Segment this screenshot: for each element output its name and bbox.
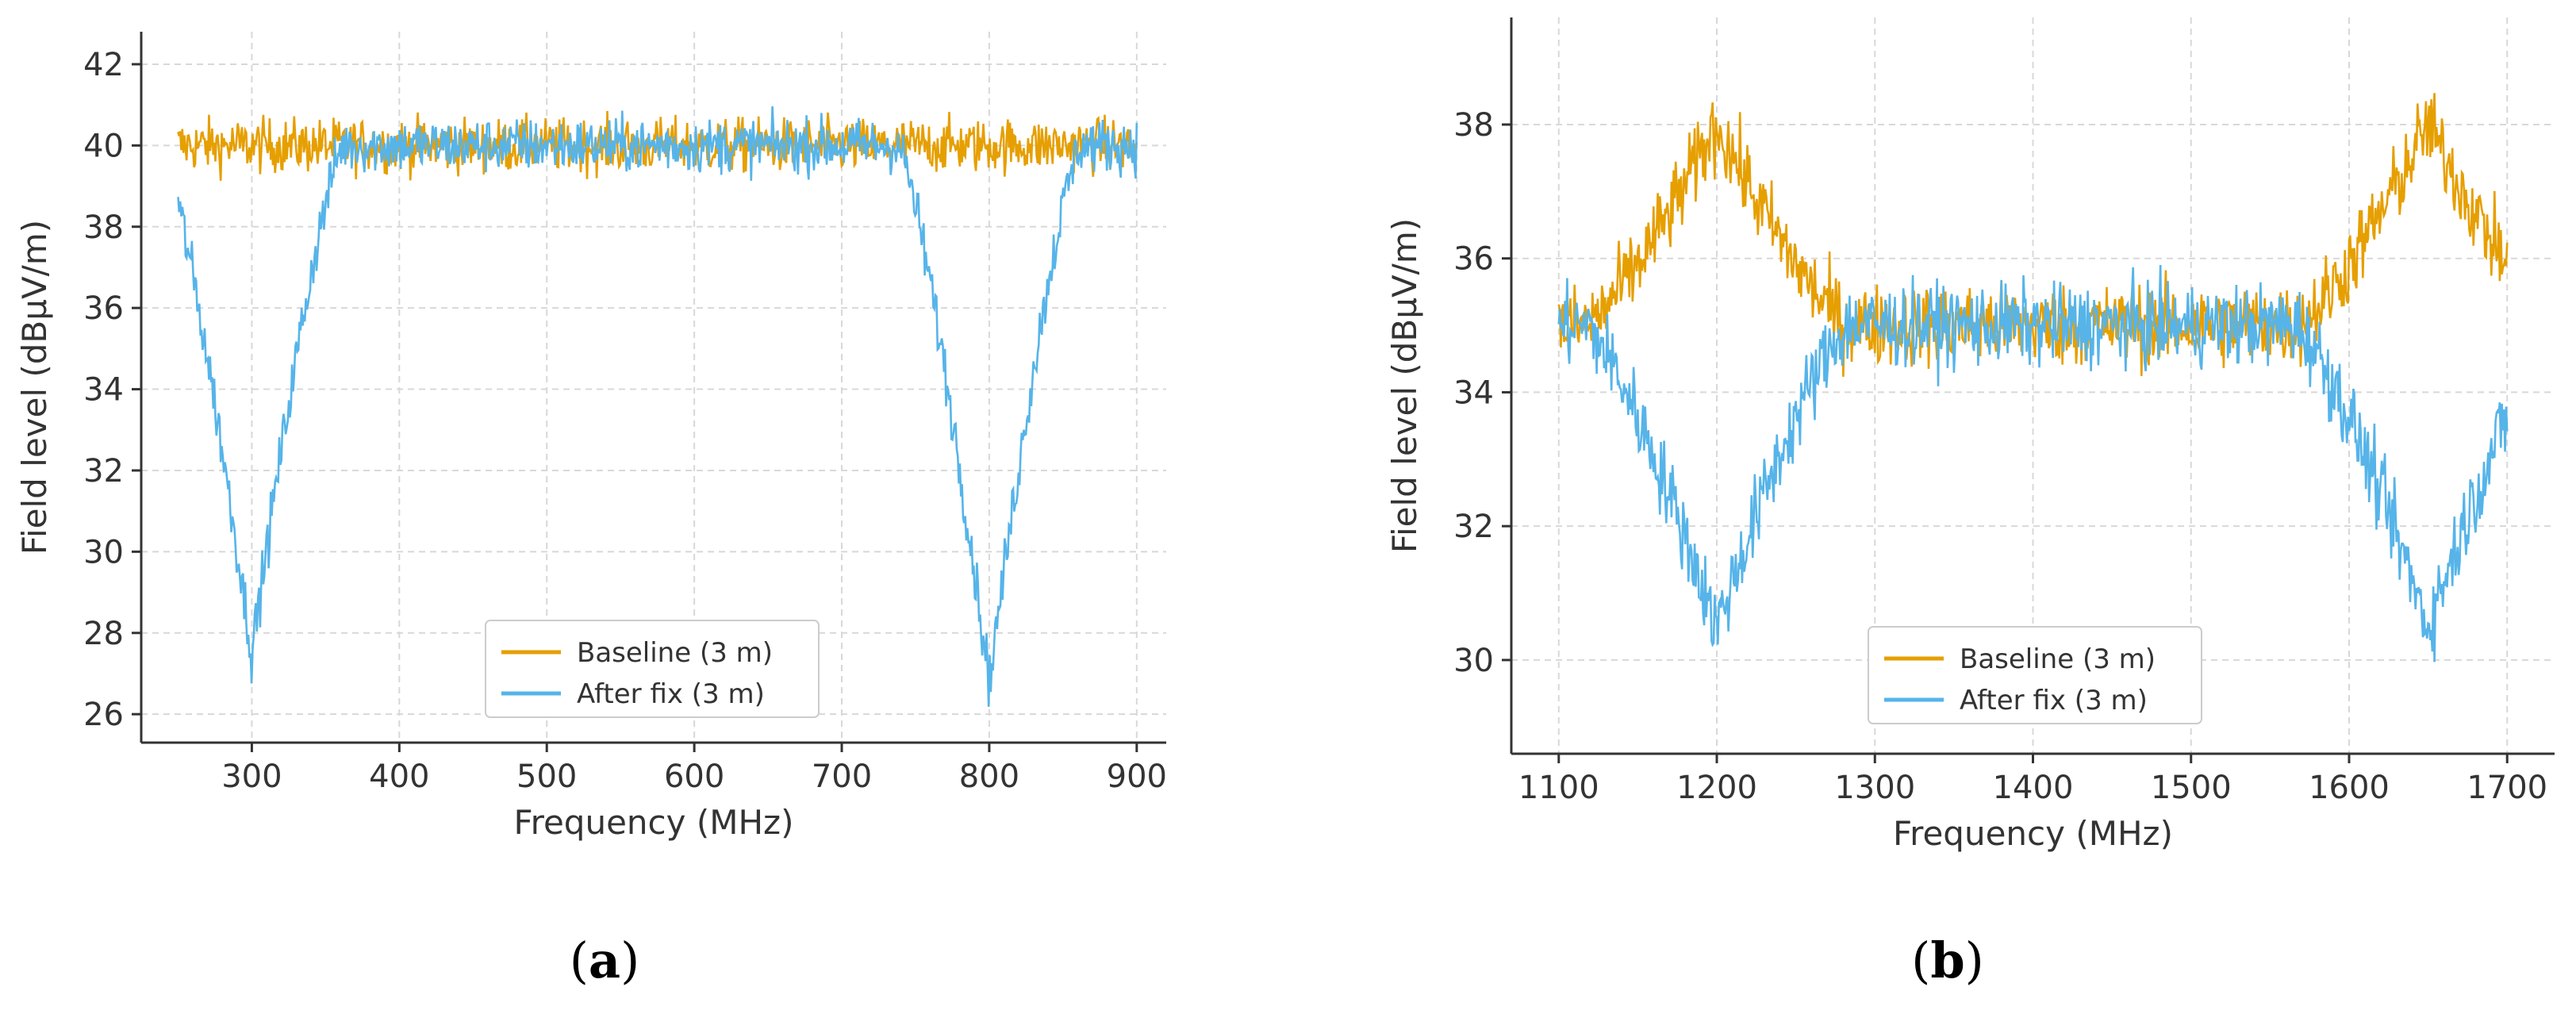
panel-label-a: (a) <box>570 931 640 989</box>
x-axis-label-b: Frequency (MHz) <box>1893 814 2173 853</box>
x-tick-label: 1700 <box>2467 770 2547 806</box>
x-tick-label: 500 <box>516 758 577 795</box>
y-tick-label: 38 <box>1453 107 1494 144</box>
x-tick-label: 1600 <box>2309 770 2390 806</box>
ticks-b: 1100 1200 1300 1400 1500 1600 1700 30 32 34 36 38 <box>1453 107 2547 806</box>
y-tick-label: 34 <box>83 372 124 409</box>
x-axis-label-a: Frequency (MHz) <box>514 803 794 842</box>
x-tick-label: 600 <box>664 758 724 795</box>
y-tick-label: 32 <box>1453 509 1494 545</box>
panel-label-a-letter: a <box>589 931 620 989</box>
x-tick-label: 1100 <box>1518 770 1599 806</box>
y-tick-label: 28 <box>83 616 124 652</box>
series-line-baseline <box>1557 93 2509 377</box>
series-line-after-fix <box>1557 264 2509 662</box>
legend-label-baseline-a: Baseline (3 m) <box>577 637 773 669</box>
panel-label-b: (b) <box>1911 931 1984 989</box>
panel-label-b-close: ) <box>1965 931 1984 989</box>
legend-label-after-fix-a: After fix (3 m) <box>577 678 765 710</box>
panel-label-a-close: ) <box>620 931 639 989</box>
y-tick-label: 32 <box>83 453 124 490</box>
legend-label-after-fix-b: After fix (3 m) <box>1960 685 2148 716</box>
y-tick-label: 30 <box>1453 643 1494 679</box>
chart-panel-b: 1100 1200 1300 1400 1500 1600 1700 30 32 34 36 38 F… <box>1385 17 2555 989</box>
legend-box-b <box>1868 626 2202 724</box>
y-tick-label: 36 <box>83 290 124 327</box>
series-line-baseline <box>177 110 1138 181</box>
panel-label-b-open: ( <box>1911 931 1930 989</box>
x-tick-label: 800 <box>959 758 1019 795</box>
ticks-a: 300 400 500 600 700 800 900 26 28 30 32 34 36 38 40 42 <box>83 47 1167 795</box>
legend-label-baseline-b: Baseline (3 m) <box>1960 643 2156 675</box>
panel-label-a-open: ( <box>570 931 589 989</box>
y-tick-label: 26 <box>83 697 124 733</box>
series-line-after-fix <box>177 106 1138 707</box>
legend-box-a <box>485 620 820 718</box>
plot-area-a <box>177 106 1138 707</box>
x-tick-label: 300 <box>221 758 282 795</box>
x-tick-label: 1400 <box>1993 770 2074 806</box>
x-tick-label: 900 <box>1107 758 1167 795</box>
plot-area-b <box>1557 93 2509 662</box>
y-tick-label: 30 <box>83 534 124 570</box>
y-tick-label: 40 <box>83 128 124 164</box>
legend-a: Baseline (3 m) After fix (3 m) <box>485 620 820 718</box>
y-tick-label: 36 <box>1453 241 1494 278</box>
x-tick-label: 1300 <box>1834 770 1915 806</box>
y-tick-label: 42 <box>83 47 124 83</box>
x-tick-label: 700 <box>812 758 872 795</box>
x-tick-label: 400 <box>369 758 429 795</box>
panel-label-b-letter: b <box>1930 931 1964 989</box>
legend-b: Baseline (3 m) After fix (3 m) <box>1868 626 2202 724</box>
x-tick-label: 1200 <box>1676 770 1757 806</box>
chart-panel-a: 300 400 500 600 700 800 900262830323436384042 … <box>15 32 1167 989</box>
y-axis-label-a: Field level (dBμV/m) <box>15 220 54 555</box>
y-tick-label: 34 <box>1453 374 1494 411</box>
y-axis-label-b: Field level (dBμV/m) <box>1385 218 1424 553</box>
y-tick-label: 38 <box>83 209 124 246</box>
x-tick-label: 1500 <box>2151 770 2232 806</box>
